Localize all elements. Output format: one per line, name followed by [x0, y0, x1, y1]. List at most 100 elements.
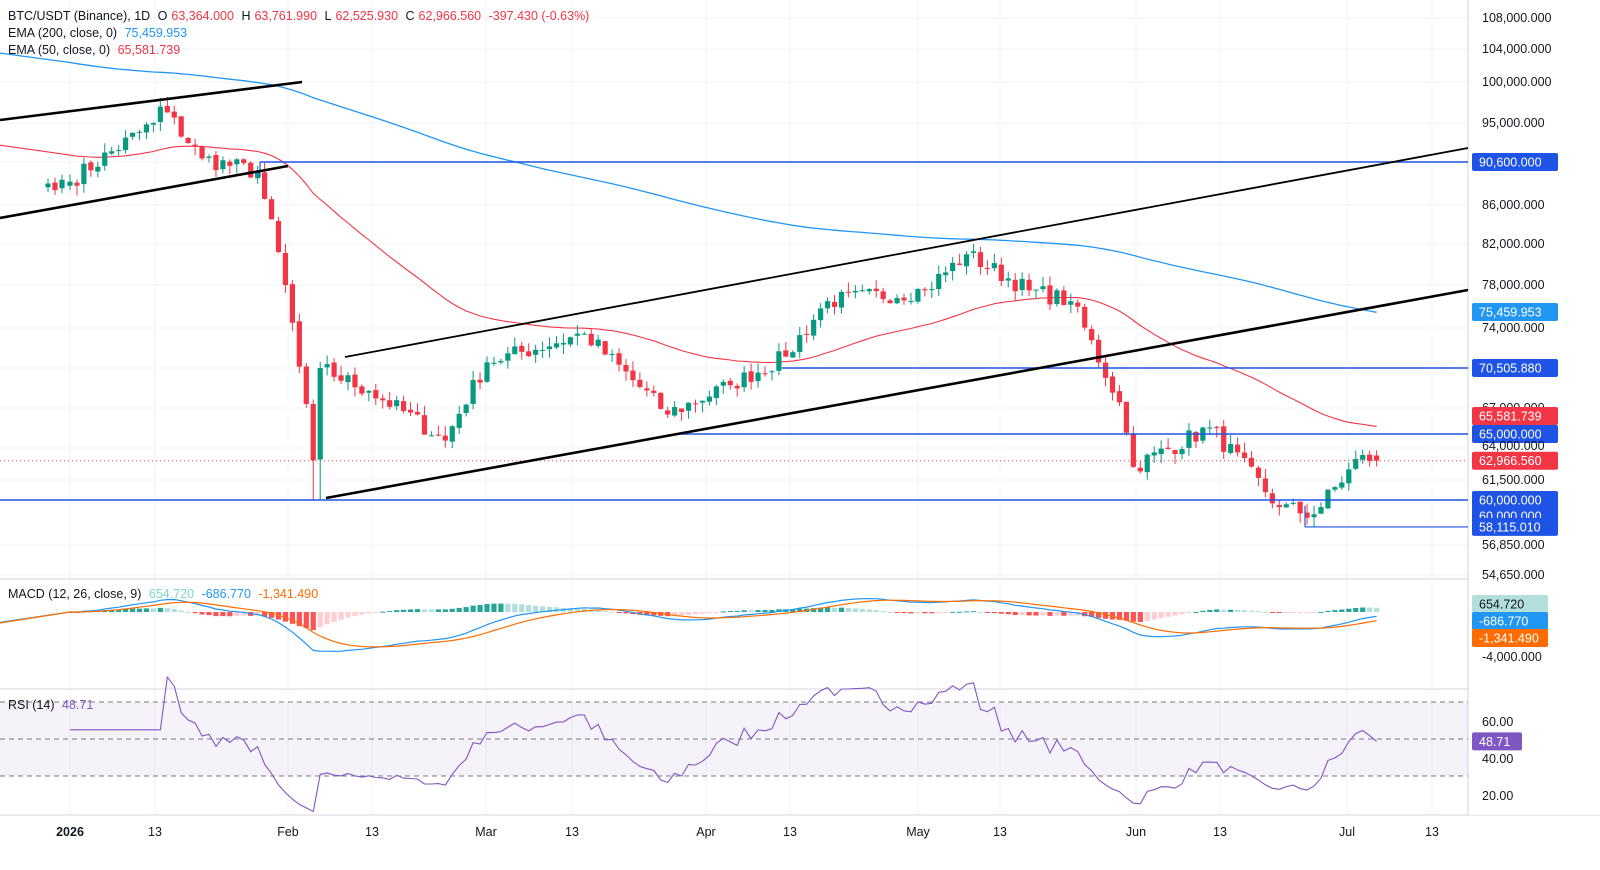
macd-histogram-bar: [1269, 612, 1275, 613]
candle: [268, 196, 275, 220]
candle: [804, 325, 810, 343]
candle-body: [116, 150, 122, 152]
candle-body: [296, 321, 302, 367]
price-tag-bg: [1472, 491, 1558, 509]
candle-body: [1367, 454, 1373, 461]
macd-histogram-bar: [811, 608, 817, 612]
candle: [456, 405, 462, 434]
candle: [498, 358, 504, 365]
candle: [1200, 426, 1206, 444]
macd-histogram-bar: [435, 609, 441, 612]
high-label: H: [241, 9, 251, 23]
candle-body: [713, 386, 719, 398]
candle-body: [67, 181, 73, 186]
rsi-legend[interactable]: RSI (14) 48.71: [8, 697, 97, 714]
trend-line: [0, 164, 289, 220]
candle: [116, 144, 122, 157]
candle-body: [1311, 514, 1317, 518]
candle-body: [248, 162, 254, 178]
candle: [1116, 385, 1123, 407]
candle: [797, 326, 803, 359]
candle: [546, 337, 553, 358]
candle-body: [456, 413, 462, 428]
candle: [977, 246, 984, 275]
candle: [401, 395, 407, 414]
macd-histogram-bar: [317, 612, 323, 628]
candle: [533, 344, 539, 363]
candle-body: [185, 137, 191, 144]
macd-histogram-bar: [901, 612, 907, 614]
macd-histogram-bar: [741, 610, 747, 612]
price-tick-label: 108,000.000: [1482, 11, 1552, 25]
candle: [1221, 419, 1227, 460]
macd-histogram-bar: [1346, 608, 1352, 612]
candle: [275, 216, 282, 254]
candle: [366, 389, 372, 402]
candle: [213, 150, 219, 177]
candle-body: [1179, 449, 1185, 455]
candle-body: [1221, 426, 1227, 452]
candle-body: [95, 166, 101, 172]
candle-body: [908, 301, 914, 303]
candle-body: [567, 337, 573, 345]
macd-histogram-bar: [1172, 612, 1178, 616]
macd-histogram-bar: [129, 608, 136, 612]
macd-histogram-bar: [1214, 609, 1220, 612]
macd-histogram-bar: [1137, 612, 1143, 622]
trend-line: [0, 80, 303, 122]
candle: [748, 363, 754, 390]
macd-histogram-bar: [1047, 612, 1053, 616]
candle: [1137, 461, 1143, 474]
candle: [1033, 289, 1039, 300]
rsi-label: RSI (14): [8, 698, 55, 712]
candle: [1144, 453, 1150, 480]
price-tag-text: 60,000.000: [1479, 494, 1542, 508]
candle: [991, 253, 997, 272]
macd-histogram-bar: [206, 612, 212, 616]
macd-histogram-bar: [950, 611, 956, 613]
candle: [435, 425, 441, 437]
candle-body: [1130, 434, 1136, 467]
ema50-legend[interactable]: EMA (50, close, 0) 65,581.739: [8, 42, 184, 59]
candle-body: [380, 398, 386, 401]
price-tag-bg: [1472, 451, 1558, 470]
candle: [1276, 499, 1282, 516]
macd-histogram-bar: [1061, 612, 1067, 616]
candle-body: [227, 161, 233, 166]
macd-histogram-bar: [1123, 612, 1129, 621]
candle-body: [957, 263, 963, 265]
candle-body: [442, 435, 448, 441]
macd-histogram-bar: [540, 606, 546, 612]
macd-histogram-bar: [672, 612, 678, 616]
candle-body: [811, 319, 817, 336]
price-axis[interactable]: 108,000.000 104,000.000 100,000.000 95,000.…: [1469, 0, 1600, 815]
candle-body: [1304, 512, 1310, 518]
macd-histogram-bar: [818, 607, 824, 612]
candle-body: [755, 372, 761, 382]
symbol-title: BTC/USDT (Binance), 1D: [8, 9, 151, 23]
main-pane[interactable]: [0, 52, 1469, 528]
macd-histogram-bar: [720, 611, 726, 613]
time-axis[interactable]: 2026 13 Feb 13 Mar 13 Apr 13 May 13 Jun 13 Jul 13: [56, 825, 1439, 839]
candle: [1353, 450, 1359, 471]
price-tag: 65,581.739: [1472, 407, 1558, 425]
candle-body: [1214, 427, 1220, 429]
candle: [74, 179, 80, 196]
price-tag-bg: [1472, 359, 1558, 377]
candle-body: [206, 156, 212, 158]
rsi-pane[interactable]: [0, 675, 1468, 813]
candle: [442, 426, 448, 448]
candle-body: [275, 220, 282, 253]
ema200-legend[interactable]: EMA (200, close, 0) 75,459.953: [8, 25, 191, 42]
macd-pane[interactable]: [0, 597, 1380, 653]
macd-histogram-bar: [936, 612, 942, 613]
macd-histogram-bar: [790, 609, 796, 612]
macd-legend[interactable]: MACD (12, 26, close, 9) 654.720 -686.770…: [8, 586, 322, 603]
candle-body: [1026, 279, 1032, 291]
candle-body: [1332, 487, 1338, 490]
candle-body: [526, 351, 532, 357]
rsi-axis-label: 20.00: [1482, 789, 1513, 803]
macd-histogram-bar: [970, 611, 977, 613]
time-tick-label: 13: [565, 825, 579, 839]
